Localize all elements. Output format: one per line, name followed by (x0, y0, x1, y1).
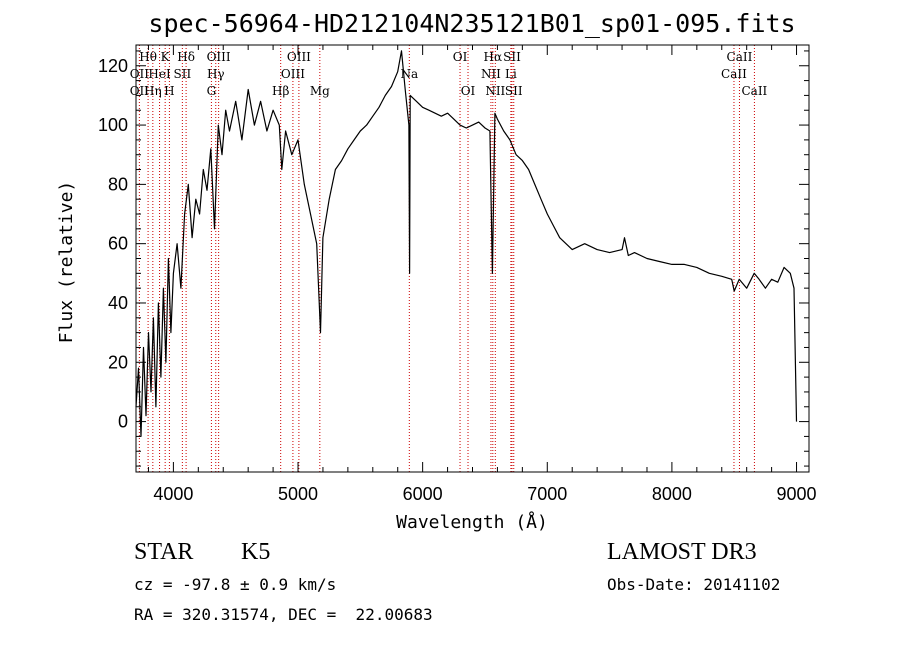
x-tick-label: 9000 (777, 484, 817, 504)
spectral-line-label: G (207, 84, 217, 98)
spectral-line-label: OIII (281, 67, 305, 81)
spectral-line-label: OI (453, 50, 468, 64)
x-tick-label: 6000 (403, 484, 443, 504)
spectral-line-label: K (161, 50, 171, 64)
spectral-line-label: Li (505, 67, 517, 81)
spectral-line-label: Hθ (139, 50, 157, 64)
spectrum-series-line (135, 50, 798, 437)
spectral-line-label: CaII (741, 84, 767, 98)
spectral-line-label: Na (400, 67, 418, 81)
chart-title: spec-56964-HD212104N235121B01_sp01-095.f… (148, 9, 795, 38)
y-tick-label: 20 (108, 352, 128, 372)
y-tick-label: 100 (98, 115, 128, 135)
spectral-line-label: Hγ (207, 67, 225, 81)
axis-ticks: 4000 5000 6000 7000 8000 9000 0 20 40 60 80 100 120 (98, 45, 817, 504)
spectral-line-label: SII (503, 50, 521, 64)
spectral-line-label: CaII (721, 67, 747, 81)
spectral-line-label: SII (174, 67, 192, 81)
spectral-line-label: OIII (287, 50, 311, 64)
x-tick-label: 8000 (652, 484, 692, 504)
object-class: STAR (134, 539, 194, 565)
spectral-line-label: H (164, 84, 174, 98)
spectral-line-label: SII (505, 84, 523, 98)
spectral-line-label: Hδ (177, 50, 195, 64)
subclass: K5 (241, 539, 271, 565)
y-tick-label: 60 (108, 234, 128, 254)
spectral-line-label: OI (461, 84, 476, 98)
x-tick-label: 7000 (527, 484, 567, 504)
observation-date: Obs-Date: 20141102 (607, 575, 781, 594)
y-tick-label: 120 (98, 56, 128, 76)
x-tick-label: 5000 (278, 484, 318, 504)
y-axis-label: Flux (relative) (56, 181, 77, 344)
survey-name: LAMOST DR3 (607, 539, 757, 565)
spectral-line-label: Hα (484, 50, 503, 64)
x-tick-label: 4000 (153, 484, 193, 504)
spectral-line-label: NII (481, 67, 501, 81)
y-tick-label: 40 (108, 293, 128, 313)
x-axis-label: Wavelength (Å) (396, 511, 548, 533)
spectral-line-label: CaII (727, 50, 753, 64)
spectral-line-label: OIII (207, 50, 231, 64)
spectral-line-label: OII (130, 84, 150, 98)
y-tick-label: 80 (108, 174, 128, 194)
plot-series (135, 50, 798, 437)
spectral-line-label: Hβ (272, 84, 289, 98)
spectral-line-label: Mg (310, 84, 330, 98)
spectral-line-label: OII (130, 67, 150, 81)
redshift-velocity: cz = -97.8 ± 0.9 km/s (134, 575, 337, 594)
coordinates: RA = 320.31574, DEC = 22.00683 (134, 605, 433, 624)
spectral-line-label: HeI (148, 67, 171, 81)
spectral-line-label: NII (485, 84, 505, 98)
spectral-line-label: Hη (144, 84, 162, 98)
y-tick-label: 0 (118, 412, 128, 432)
spectral-line-markers (138, 45, 755, 472)
